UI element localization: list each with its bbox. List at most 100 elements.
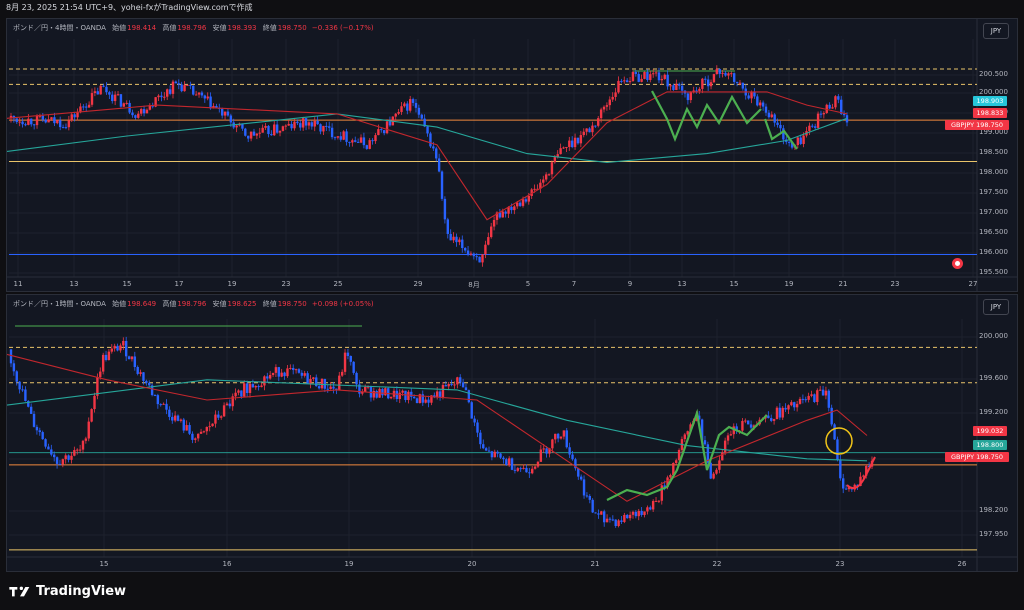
candle-body — [93, 395, 96, 410]
candle-body — [268, 374, 272, 379]
candle-body — [686, 431, 689, 435]
candle-body — [384, 388, 387, 396]
candle-body — [281, 126, 285, 131]
candle-body — [186, 84, 189, 86]
candle-body — [81, 440, 85, 450]
alert-icon[interactable] — [952, 258, 963, 269]
price-axis-label: 198.000 — [979, 168, 1008, 176]
candle-body — [50, 449, 53, 455]
candle-body — [199, 431, 203, 434]
candle-body — [784, 407, 787, 410]
candle-body — [804, 399, 807, 401]
candle-body — [99, 371, 102, 378]
candle-body — [813, 126, 817, 128]
time-axis-label: 19 — [344, 560, 354, 568]
candle-body — [362, 137, 366, 146]
candle-body — [507, 206, 510, 214]
candle-body — [38, 430, 41, 433]
candle-body — [349, 356, 352, 362]
candle-body — [47, 119, 50, 123]
time-axis-label: 9 — [627, 280, 633, 288]
time-axis-label: 7 — [571, 280, 577, 288]
price-axis-label: 200.500 — [979, 70, 1008, 78]
candle-body — [274, 367, 278, 373]
candle-body — [666, 74, 669, 87]
candle-body — [640, 78, 643, 82]
candle-body — [634, 511, 638, 517]
candle-body — [602, 106, 606, 110]
candle-body — [24, 389, 27, 401]
candle-body — [495, 212, 499, 220]
candle-body — [328, 126, 331, 128]
candle-body — [715, 469, 718, 474]
time-axis-label: 23 — [890, 280, 900, 288]
time-axis-label: 5 — [525, 280, 531, 288]
candle-body — [84, 438, 88, 441]
candle-body — [591, 499, 594, 513]
candle-body — [597, 118, 600, 126]
candle-body — [467, 390, 471, 403]
candle-body — [476, 422, 479, 433]
drawing-path — [606, 408, 768, 501]
candle-body — [481, 254, 484, 263]
candle-body — [608, 518, 612, 520]
candle-body — [649, 74, 652, 80]
candle-body — [599, 109, 603, 119]
candlestick-chart-4h[interactable] — [7, 19, 1017, 291]
candle-body — [244, 128, 247, 136]
candle-body — [214, 414, 217, 424]
time-axis-label: 25 — [333, 280, 343, 288]
candle-body — [289, 367, 292, 369]
chart-panel-4h[interactable]: ポンド／円・4時間・OANDA 始値198.414 高値198.796 安値19… — [6, 18, 1018, 292]
candle-body — [461, 239, 464, 249]
candle-body — [136, 367, 139, 374]
candle-body — [87, 104, 91, 108]
candle-body — [401, 390, 404, 393]
candle-body — [452, 236, 455, 241]
candle-body — [206, 96, 209, 99]
time-axis-label: 13 — [677, 280, 687, 288]
currency-button[interactable]: JPY — [983, 23, 1009, 39]
candle-body — [427, 399, 430, 403]
candle-body — [122, 103, 126, 107]
time-axis-label: 8月 — [468, 281, 480, 289]
candle-body — [528, 472, 531, 474]
candlestick-chart-1h[interactable] — [7, 295, 1017, 571]
candle-body — [139, 372, 142, 374]
candle-body — [842, 478, 845, 489]
candle-body — [795, 403, 799, 408]
candle-body — [222, 405, 226, 417]
ma-slow-line — [7, 113, 848, 163]
candle-body — [808, 125, 811, 132]
candle-body — [381, 388, 384, 396]
candle-body — [76, 112, 79, 118]
candle-body — [453, 384, 456, 386]
candle-body — [827, 390, 831, 408]
candle-body — [252, 131, 256, 136]
candle-body — [435, 148, 438, 159]
time-axis-label: 26 — [957, 560, 967, 568]
candle-body — [649, 507, 652, 510]
candle-body — [139, 109, 143, 114]
candle-body — [776, 122, 779, 125]
candle-body — [556, 433, 560, 439]
candle-body — [18, 121, 21, 123]
candle-body — [153, 395, 157, 397]
candle-body — [93, 91, 97, 94]
candle-body — [735, 81, 739, 83]
candle-body — [518, 202, 522, 206]
candle-body — [287, 123, 290, 126]
candle-body — [643, 511, 646, 515]
candle-body — [821, 389, 825, 396]
chart-panel-1h[interactable]: ポンド／円・1時間・OANDA 始値198.649 高値198.796 安値19… — [6, 294, 1018, 572]
candle-body — [270, 134, 273, 136]
candle-body — [18, 381, 21, 390]
candle-body — [192, 85, 195, 95]
candle-body — [770, 114, 773, 118]
currency-button[interactable]: JPY — [983, 299, 1009, 315]
tradingview-logo[interactable]: TradingView — [8, 582, 126, 600]
candle-body — [459, 377, 462, 383]
price-axis-label: 200.000 — [979, 332, 1008, 340]
candle-body — [674, 460, 678, 463]
candle-body — [168, 409, 171, 417]
